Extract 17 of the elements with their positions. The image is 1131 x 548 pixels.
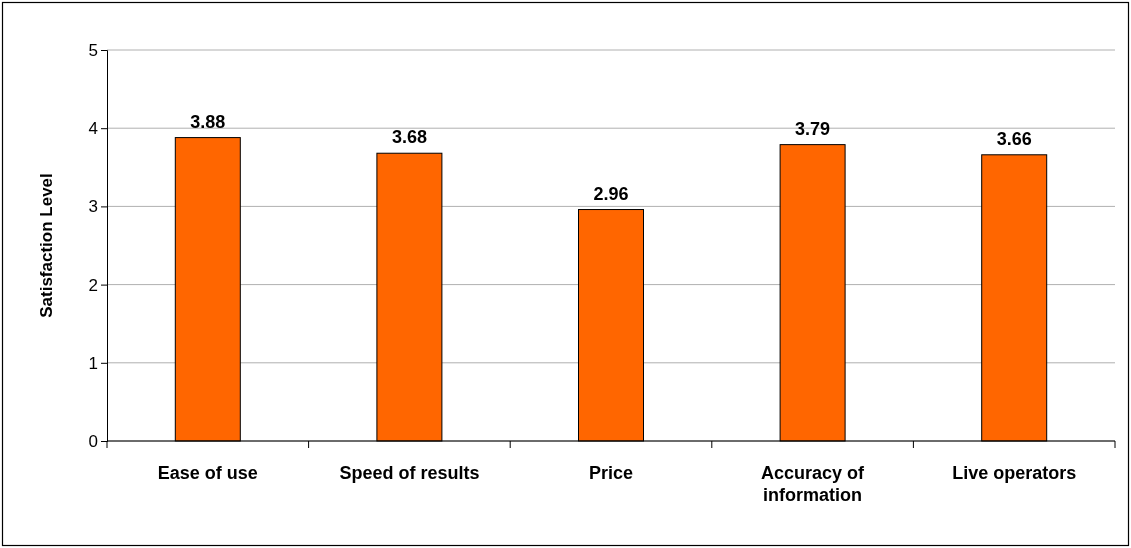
x-tick-label: Ease of use: [157, 463, 258, 483]
data-label: 3.79: [795, 118, 831, 139]
y-tick-label: 2: [88, 275, 98, 295]
x-tick-label: Speed of results: [339, 463, 480, 483]
data-label: 3.88: [190, 111, 226, 132]
data-label: 3.68: [391, 127, 427, 148]
y-tick-label: 4: [88, 119, 98, 139]
y-tick-label: 5: [88, 40, 98, 60]
x-tick-label: Live operators: [952, 463, 1077, 483]
y-tick-label: 1: [88, 353, 98, 373]
x-tick-label: Accuracy of information: [761, 463, 866, 505]
y-tick-label: 3: [88, 197, 98, 217]
y-axis-title: Satisfaction Level: [37, 173, 56, 318]
x-tick-label: Price: [588, 463, 634, 483]
data-label: 3.66: [996, 128, 1032, 149]
y-tick-label: 0: [88, 431, 98, 451]
data-label: 2.96: [593, 183, 629, 204]
